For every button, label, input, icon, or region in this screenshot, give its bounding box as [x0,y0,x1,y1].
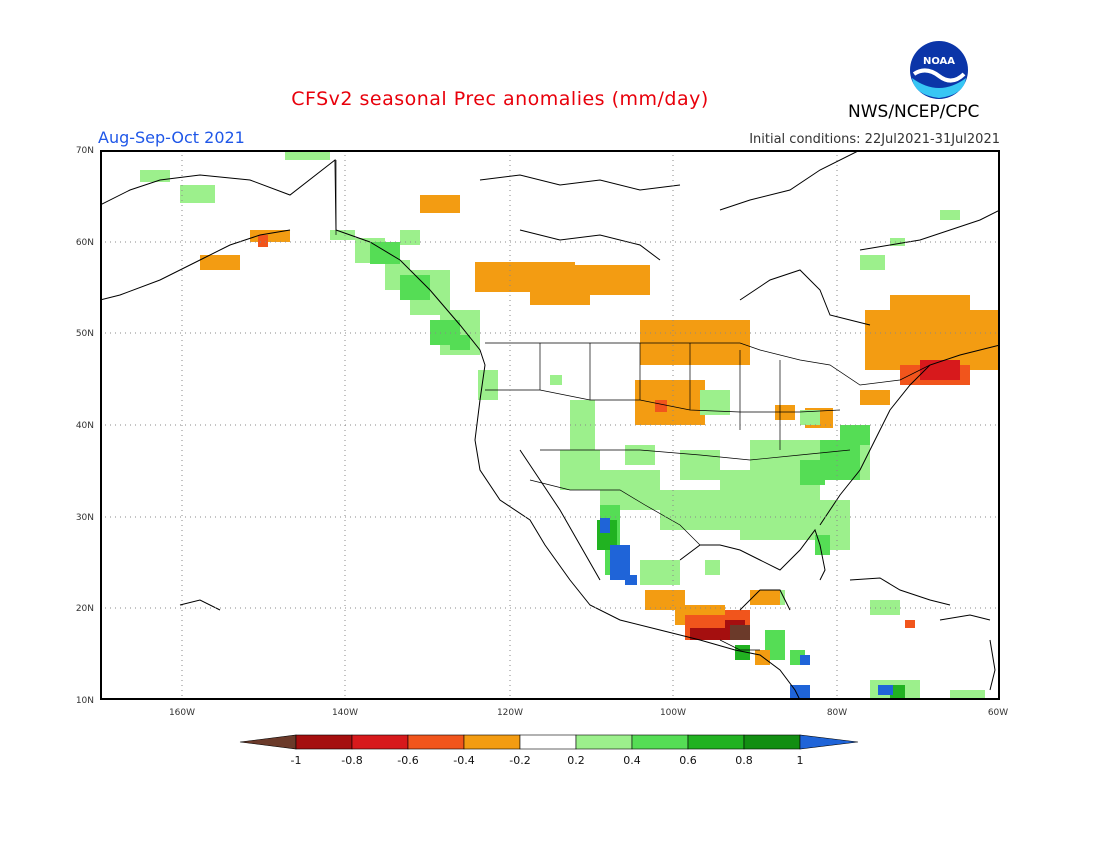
colorbar-swatch-gt-1 [799,734,859,750]
lat-label: 40N [76,421,94,431]
noaa-logo: NOAA [910,41,968,99]
lat-label: 70N [76,146,94,156]
lon-label: 140W [332,708,358,718]
colorbar-tick-label: -0.2 [509,754,530,767]
darker-green-coast [370,242,470,350]
coastlines [100,150,1000,700]
colorbar-swatch [575,734,633,750]
lon-label: 80W [827,708,847,718]
colorbar-tick-label: 0.8 [735,754,753,767]
colorbar-tick-label: -0.6 [397,754,418,767]
lat-label: 10N [76,696,94,706]
lon-label: 60W [988,708,1008,718]
colorbar-tick-label: 1 [797,754,804,767]
colorbar-swatch [351,734,409,750]
color-legend: -1 -0.8 -0.6 -0.4 -0.2 0.2 0.4 0.6 0.8 1 [239,734,859,767]
lat-label: 60N [76,238,94,248]
lon-label: 100W [660,708,686,718]
lon-label: 160W [169,708,195,718]
lon-label: 120W [497,708,523,718]
blue-patches [600,518,893,700]
colorbar-tick-label: 0.6 [679,754,697,767]
colorbar-tick-label: 0.2 [567,754,585,767]
colorbar-swatch [519,734,577,750]
graticule [100,150,1000,700]
map-title: CFSv2 seasonal Prec anomalies (mm/day) [291,88,709,110]
colorbar-swatch-lt-neg1 [239,734,297,750]
map-frame [100,150,1000,700]
logo-text: NOAA [923,56,955,67]
orange-patches-north [200,195,1000,428]
lat-label: 30N [76,513,94,523]
colorbar-swatch [743,734,801,750]
colorbar-tick-label: -0.4 [453,754,474,767]
lat-label: 50N [76,329,94,339]
colorbar-swatch [631,734,689,750]
colorbar-swatch [463,734,521,750]
brown-patches-mx [730,625,750,640]
colorbar-tick-label: -1 [291,754,302,767]
colorbar-tick-label: -0.8 [341,754,362,767]
lat-labels: 70N 60N 50N 40N 30N 20N 10N [76,146,94,706]
initial-conditions-label: Initial conditions: 22Jul2021-31Jul2021 [749,132,1000,147]
colorbar-swatch [407,734,465,750]
season-label: Aug-Sep-Oct 2021 [98,128,245,147]
political-borders [335,160,931,651]
precipitation-anomaly-map [100,150,1000,700]
colorbar-tick-label: 0.4 [623,754,641,767]
lon-labels: 160W 140W 120W 100W 80W 60W [169,708,1008,718]
map-axes: 70N 60N 50N 40N 30N 20N 10N 160W 140W 12… [76,146,1008,718]
lat-label: 20N [76,604,94,614]
colorbar-swatch [295,734,353,750]
agency-label: NWS/NCEP/CPC [848,102,980,122]
colorbar-swatch [687,734,745,750]
